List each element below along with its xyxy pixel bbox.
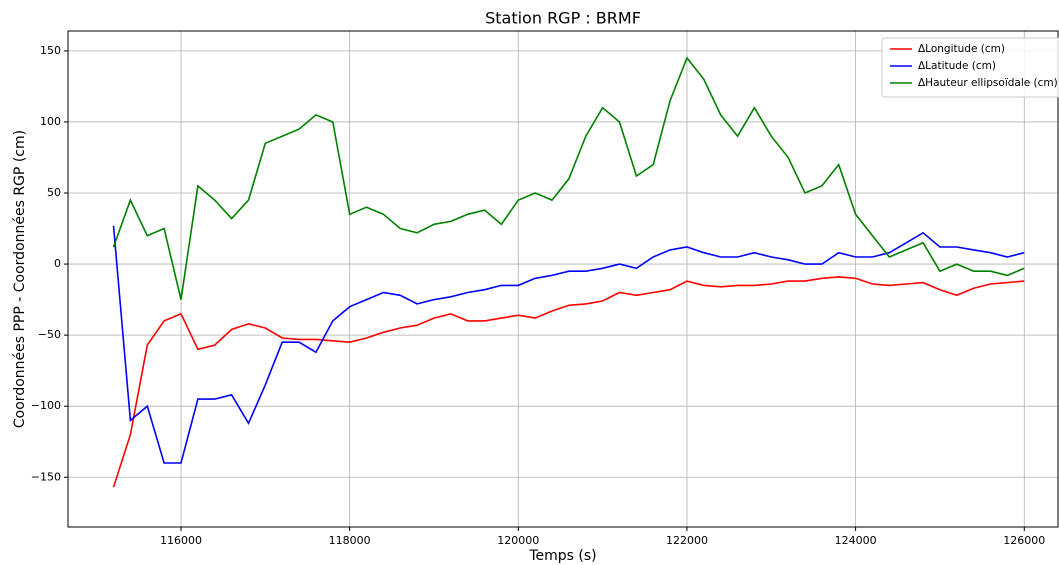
y-tick-label: −150 [31,470,61,483]
y-tick-label: −100 [31,399,61,412]
x-tick-label: 118000 [329,534,371,547]
data-line [112,225,1025,464]
y-tick-label: 150 [40,44,61,57]
x-tick-label: 116000 [160,534,202,547]
legend-label: ΔLongitude (cm) [918,43,1005,55]
x-tick-label: 120000 [497,534,539,547]
data-line [112,56,1025,300]
legend-label: ΔHauteur ellipsoïdale (cm) [918,77,1058,89]
plot-frame [67,30,1059,528]
x-tick-label: 124000 [835,534,877,547]
x-axis-label: Temps (s) [528,548,596,564]
y-tick-label: 0 [54,257,61,270]
y-tick-label: 100 [40,115,61,128]
y-axis-label: Coordonnées PPP - Coordonnées RGP (cm) [12,130,28,428]
chart-title: Station RGP : BRMF [485,9,641,28]
x-tick-label: 122000 [666,534,708,547]
legend-box [881,37,1059,98]
y-tick-label: −50 [38,328,61,341]
y-tick-label: 50 [47,186,61,199]
x-tick-label: 126000 [1003,534,1045,547]
legend-label: ΔLatitude (cm) [918,60,996,72]
data-line [112,276,1025,488]
